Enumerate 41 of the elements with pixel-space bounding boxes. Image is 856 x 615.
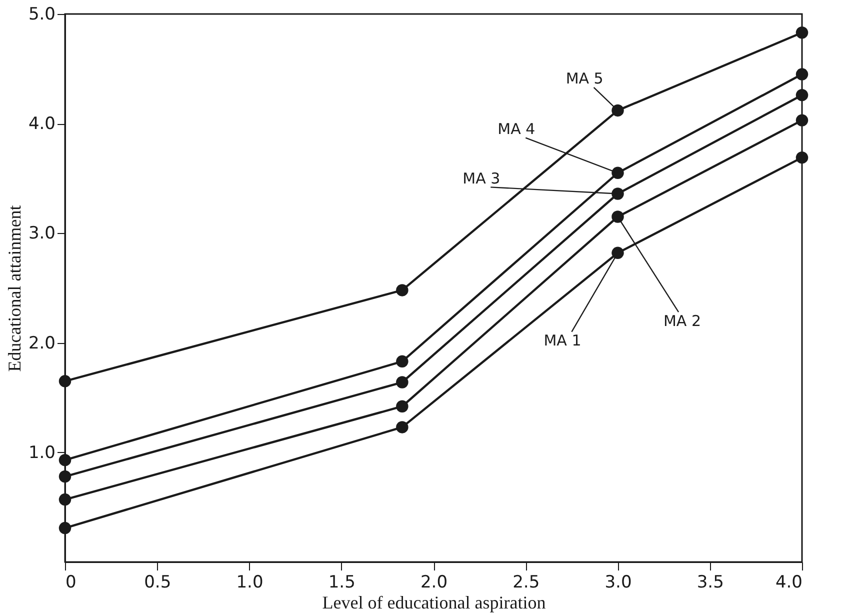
point [396,355,408,368]
series-label: MA 5 [566,70,604,88]
y-tick-label: 1.0 [28,442,56,463]
point [58,454,72,466]
x-tick-label: 2.5 [512,572,540,592]
point [58,375,72,388]
text: MA 3 [462,169,500,188]
point [796,114,808,126]
x-tick-label: 0 [66,572,76,592]
point [796,26,808,39]
point [612,104,624,117]
point [796,68,808,80]
x-tick-label: 4.0 [775,572,802,592]
x-tick-label: 2.0 [420,572,448,592]
y-tick-label: 2.0 [28,333,56,354]
point [612,210,624,223]
x-tick-label: 1.5 [328,572,356,592]
point [796,151,808,164]
x-tick-label: 3.5 [696,572,724,592]
y-axis-title: Educational attainment [4,205,24,372]
x-tick-label: 3.0 [604,572,632,592]
point [396,284,408,296]
point [612,166,624,180]
y-tick-label: 4.0 [28,114,56,134]
x-tick-label: 1.0 [236,572,264,592]
y-tick-label: 5.0 [28,4,56,24]
point [58,493,72,506]
x-axis-title: Level of educational aspiration [322,592,546,612]
x-tick-label: 0.5 [144,572,172,592]
point [396,400,408,412]
y-tick-label: 3.0 [28,224,56,244]
point [58,522,72,534]
text: MA 2 [663,312,701,330]
point [396,421,408,434]
point [796,88,808,102]
point [396,376,408,388]
point [612,188,624,200]
point [58,470,72,483]
point [612,246,624,260]
series-label: MA 1 [544,332,582,350]
text: MA 4 [498,120,536,138]
